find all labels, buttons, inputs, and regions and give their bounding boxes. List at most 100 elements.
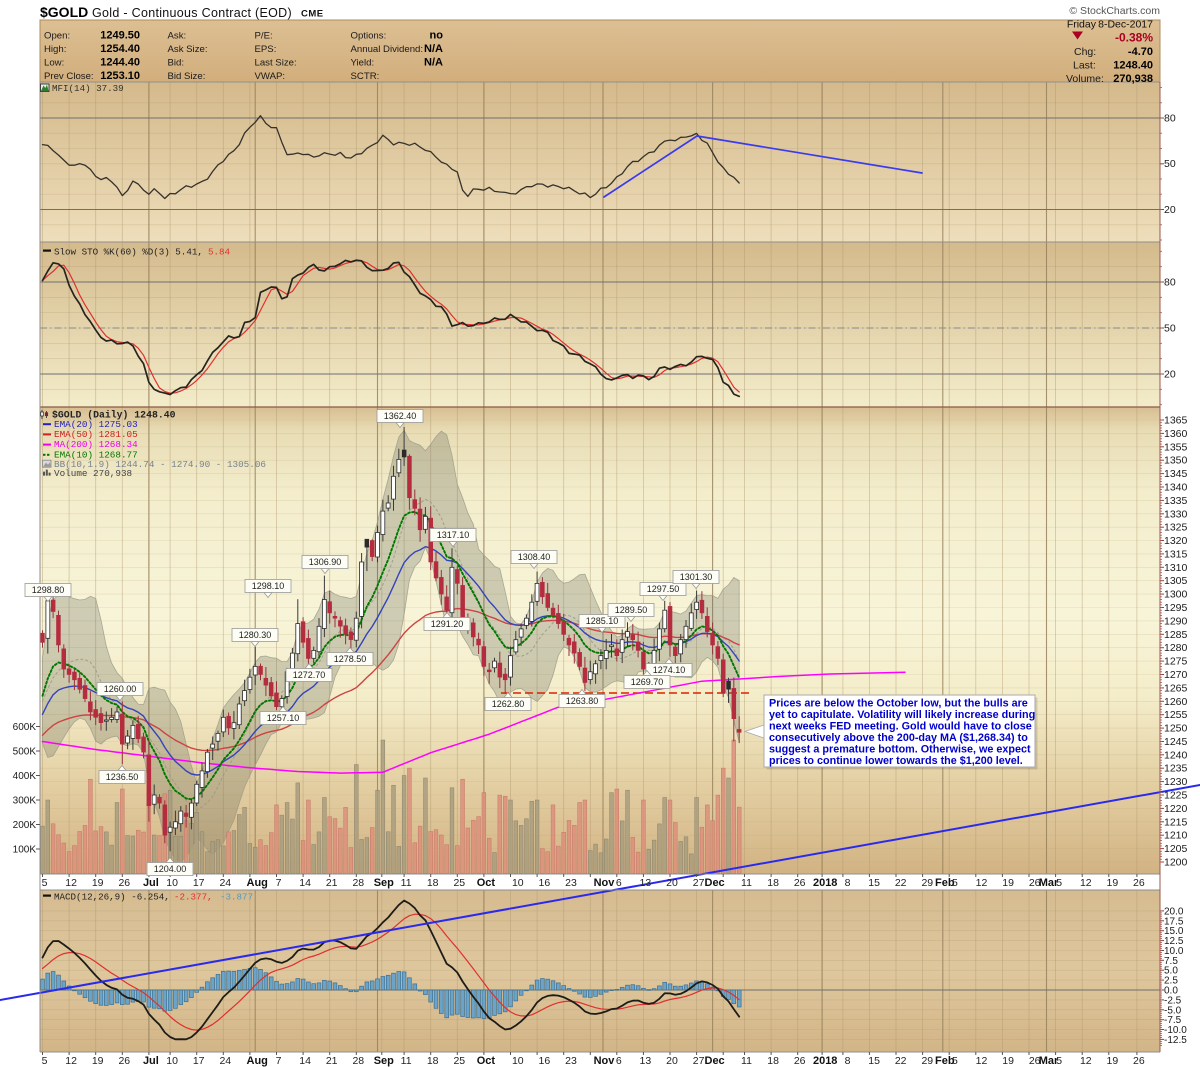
svg-text:10.0: 10.0 [1164,946,1184,957]
svg-text:15: 15 [868,877,880,889]
svg-text:1235: 1235 [1164,763,1188,775]
svg-text:25: 25 [453,877,465,889]
svg-text:1325: 1325 [1164,522,1188,534]
svg-text:1285.10: 1285.10 [586,616,619,626]
svg-text:19: 19 [1002,877,1014,889]
svg-text:1280.30: 1280.30 [239,630,272,640]
svg-text:-4.70: -4.70 [1128,46,1153,58]
svg-text:17.5: 17.5 [1164,916,1184,927]
svg-text:consecutively above the 200-da: consecutively above the 200-day MA ($1,2… [769,732,1028,744]
svg-text:Nov: Nov [594,1055,616,1067]
svg-text:1220: 1220 [1164,803,1188,815]
svg-text:MACD(12,26,9) -6.254,: MACD(12,26,9) -6.254, [54,892,170,903]
svg-text:25: 25 [453,1055,465,1067]
svg-text:10: 10 [512,1055,524,1067]
svg-text:1365: 1365 [1164,415,1188,427]
svg-text:14: 14 [299,877,311,889]
svg-text:Mar: Mar [1039,1055,1059,1067]
svg-text:Volume 270,938: Volume 270,938 [54,468,132,479]
svg-text:17: 17 [193,1055,205,1067]
svg-text:18: 18 [427,877,439,889]
svg-text:Dec: Dec [705,1055,725,1067]
svg-text:MA(200) 1268.34: MA(200) 1268.34 [54,439,138,450]
svg-text:suggest a premature bottom. Ot: suggest a premature bottom. Otherwise, w… [769,744,1031,756]
svg-text:-7.5: -7.5 [1164,1015,1182,1026]
svg-text:6: 6 [616,1055,622,1067]
svg-text:400K: 400K [13,771,37,782]
svg-text:1230: 1230 [1164,776,1188,788]
svg-text:22: 22 [895,1055,907,1067]
svg-text:12: 12 [976,1055,988,1067]
svg-text:18: 18 [767,1055,779,1067]
svg-text:19: 19 [1107,877,1119,889]
svg-text:BB(10,1.9) 1244.74 - 1274.90 -: BB(10,1.9) 1244.74 - 1274.90 - 1305.06 [54,459,266,470]
svg-text:29: 29 [921,1055,933,1067]
svg-text:1360: 1360 [1164,428,1188,440]
svg-text:High:: High: [44,44,66,55]
svg-text:1305: 1305 [1164,575,1188,587]
svg-text:20: 20 [666,877,678,889]
svg-text:EPS:: EPS: [255,44,277,55]
svg-text:19: 19 [92,1055,104,1067]
svg-text:CME: CME [301,9,324,20]
svg-text:1263.80: 1263.80 [566,696,599,706]
svg-text:N/A: N/A [424,43,443,55]
svg-text:11: 11 [401,1055,412,1067]
svg-text:1205: 1205 [1164,843,1188,855]
svg-text:Open:: Open: [44,30,70,41]
svg-text:Bid:: Bid: [168,57,185,68]
svg-text:5: 5 [42,1055,48,1067]
svg-text:10: 10 [512,877,524,889]
svg-text:11: 11 [741,877,752,889]
svg-text:Jul: Jul [143,877,159,889]
svg-text:1308.40: 1308.40 [518,552,551,562]
svg-text:1298.10: 1298.10 [252,581,285,591]
svg-text:26: 26 [1133,877,1145,889]
svg-text:1291.20: 1291.20 [431,619,464,629]
svg-text:-3.877: -3.877 [220,892,253,903]
svg-text:20: 20 [1164,204,1176,216]
svg-text:1350: 1350 [1164,455,1188,467]
svg-text:12: 12 [976,877,988,889]
svg-text:Aug: Aug [247,1055,268,1067]
svg-text:1295: 1295 [1164,602,1188,614]
svg-text:300K: 300K [13,796,37,807]
svg-text:26: 26 [118,877,130,889]
svg-text:7.5: 7.5 [1164,956,1178,967]
svg-text:$GOLD: $GOLD [40,4,88,20]
svg-text:19: 19 [92,877,104,889]
svg-text:80: 80 [1164,277,1176,289]
svg-text:1280: 1280 [1164,642,1188,654]
svg-text:8: 8 [845,877,851,889]
svg-text:Annual Dividend:: Annual Dividend: [351,44,424,55]
svg-text:1306.90: 1306.90 [309,557,342,567]
svg-text:28: 28 [352,1055,364,1067]
svg-text:11: 11 [401,877,412,889]
svg-text:Nov: Nov [594,877,616,889]
svg-text:26: 26 [1029,1055,1041,1067]
svg-text:Mar: Mar [1039,877,1059,889]
svg-text:26: 26 [794,1055,806,1067]
svg-text:12: 12 [1080,1055,1092,1067]
svg-text:1210: 1210 [1164,830,1188,842]
svg-text:5: 5 [952,1055,958,1067]
svg-text:13: 13 [640,1055,652,1067]
svg-text:1274.10: 1274.10 [653,665,686,675]
svg-text:1362.40: 1362.40 [384,411,417,421]
svg-text:Slow STO %K(60) %D(3) 5.41,: Slow STO %K(60) %D(3) 5.41, [54,247,203,258]
svg-text:0.0: 0.0 [1164,986,1178,997]
svg-text:VWAP:: VWAP: [255,71,286,82]
svg-text:5: 5 [952,877,958,889]
svg-text:Sep: Sep [374,1055,394,1067]
svg-text:1320: 1320 [1164,535,1188,547]
svg-text:Feb: Feb [935,1055,955,1067]
svg-text:5.84: 5.84 [208,247,231,258]
svg-text:12: 12 [1080,877,1092,889]
svg-text:8: 8 [845,1055,851,1067]
svg-text:1253.10: 1253.10 [100,70,140,82]
svg-text:Low:: Low: [44,57,64,68]
svg-text:1278.50: 1278.50 [334,654,367,664]
svg-text:10: 10 [166,1055,178,1067]
svg-text:2018: 2018 [813,1055,837,1067]
svg-text:1301.30: 1301.30 [680,572,713,582]
